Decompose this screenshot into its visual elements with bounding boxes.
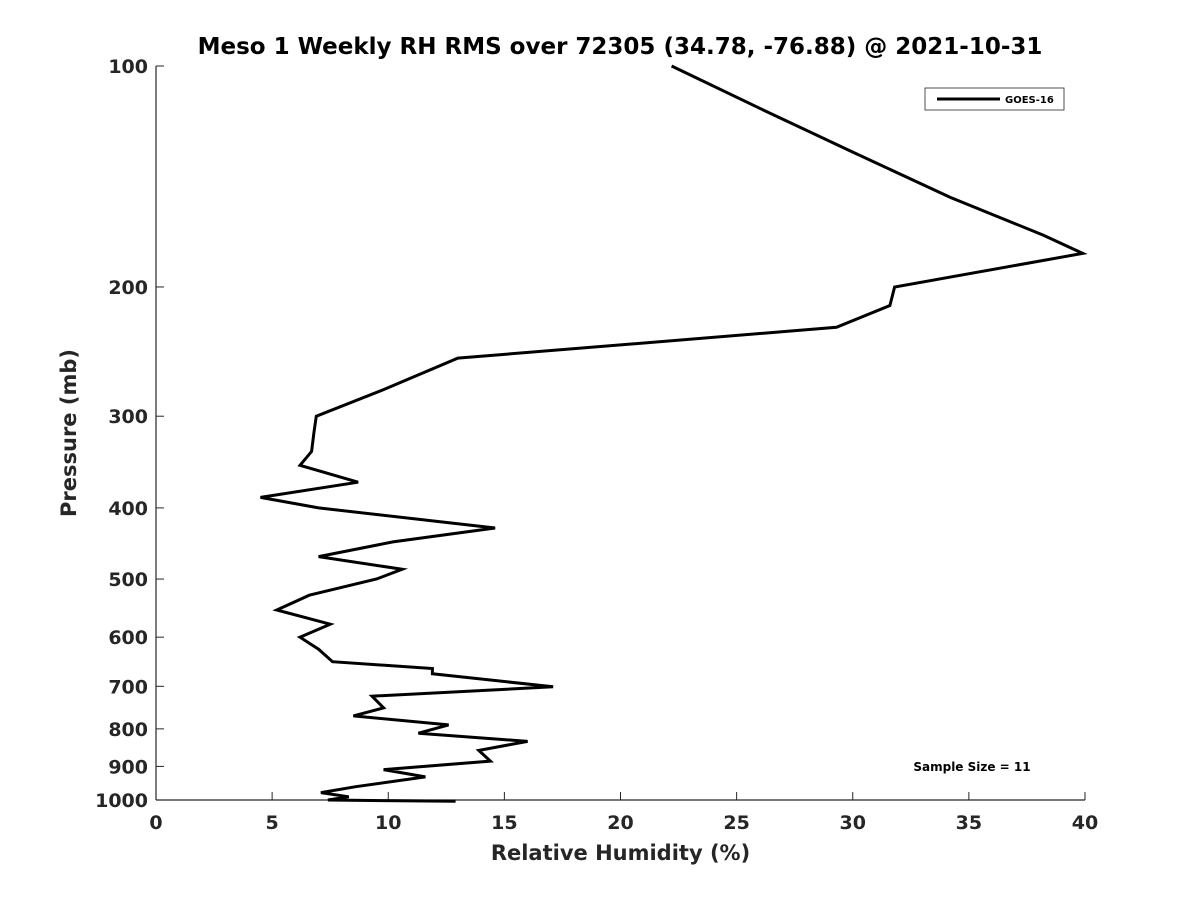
x-tick-label: 5 [266,812,279,834]
series-line-goes-16 [260,64,1088,803]
sample-size-annotation: Sample Size = 11 [913,760,1030,774]
x-tick-label: 15 [491,812,517,834]
x-tick-label: 0 [149,812,162,834]
legend-label-goes-16: GOES-16 [1005,95,1054,106]
x-tick-label: 10 [375,812,401,834]
y-tick-label: 300 [108,406,148,428]
x-tick-label: 30 [840,812,866,834]
y-tick-label: 600 [108,627,148,649]
y-tick-label: 400 [108,498,148,520]
x-tick-label: 25 [723,812,749,834]
y-tick-label: 800 [108,719,148,741]
x-axis-label: Relative Humidity (%) [491,841,750,865]
x-tick-label: 35 [956,812,982,834]
y-axis-label: Pressure (mb) [57,349,81,517]
y-tick-label: 1000 [95,790,148,812]
x-ticks: 0 5 10 15 20 25 30 35 40 [149,792,1098,834]
x-tick-label: 20 [607,812,633,834]
y-tick-label: 500 [108,569,148,591]
chart-title: Meso 1 Weekly RH RMS over 72305 (34.78, … [198,34,1043,60]
y-tick-label: 200 [108,277,148,299]
y-tick-label: 100 [108,56,148,78]
legend: GOES-16 [924,87,1065,111]
y-tick-label: 900 [108,756,148,778]
x-tick-label: 40 [1072,812,1098,834]
y-tick-label: 700 [108,676,148,698]
series-group [260,64,1088,803]
y-ticks: 100 200 300 400 500 600 700 800 900 1000 [95,56,164,812]
